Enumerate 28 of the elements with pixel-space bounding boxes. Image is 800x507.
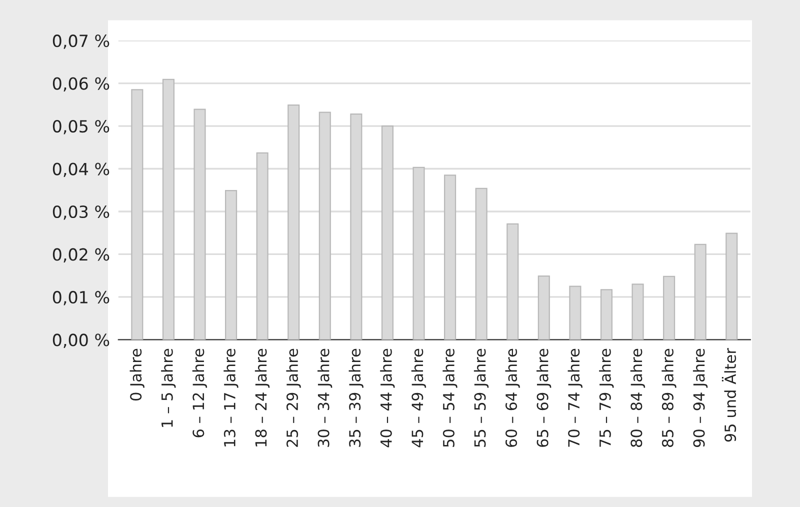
- y-tick-label: 0,05 %: [52, 120, 110, 134]
- x-tick-label: 50 – 54 Jahre: [442, 348, 458, 447]
- x-tick-label: 75 – 79 Jahre: [599, 348, 614, 447]
- x-tick-label: 80 – 84 Jahre: [630, 348, 646, 447]
- y-tick-label: 0,03 %: [52, 205, 110, 220]
- x-tick-label: 55 – 59 Jahre: [474, 348, 489, 447]
- x-tick-label: 90 – 94 Jahre: [692, 348, 708, 448]
- y-tick-label: 0,04 %: [52, 162, 110, 178]
- x-tick-label: 95 und Älter: [722, 348, 736, 442]
- x-tick-label: 1 – 5 Jahre: [161, 348, 176, 427]
- x-tick-label: 65 – 69 Jahre: [536, 348, 552, 447]
- x-tick-label: 0 Jahre: [130, 348, 144, 400]
- x-tick-label: 40 – 44 Jahre: [380, 348, 395, 448]
- y-tick-label: 0,02 %: [52, 248, 110, 262]
- y-tick-label: 0,00 %: [52, 334, 110, 348]
- y-tick-label: 0,07 %: [52, 34, 110, 49]
- x-tick-label: 45 – 49 Jahre: [411, 348, 426, 448]
- x-tick-label: 35 – 39 Jahre: [348, 348, 364, 447]
- x-tick-label: 25 – 29 Jahre: [286, 348, 301, 447]
- x-tick-label: 30 – 34 Jahre: [318, 348, 332, 447]
- y-tick-label: 0,06 %: [52, 77, 110, 92]
- y-tick-label: 0,01 %: [52, 290, 110, 306]
- x-tick-label: 70 – 74 Jahre: [568, 348, 582, 447]
- x-tick-label: 60 – 64 Jahre: [505, 348, 520, 447]
- x-tick-label: 18 – 24 Jahre: [254, 348, 270, 446]
- x-tick-label: 85 – 89 Jahre: [662, 348, 676, 447]
- x-tick-label: 6 – 12 Jahre: [192, 348, 208, 438]
- x-tick-label: 13 – 17 Jahre: [224, 348, 238, 446]
